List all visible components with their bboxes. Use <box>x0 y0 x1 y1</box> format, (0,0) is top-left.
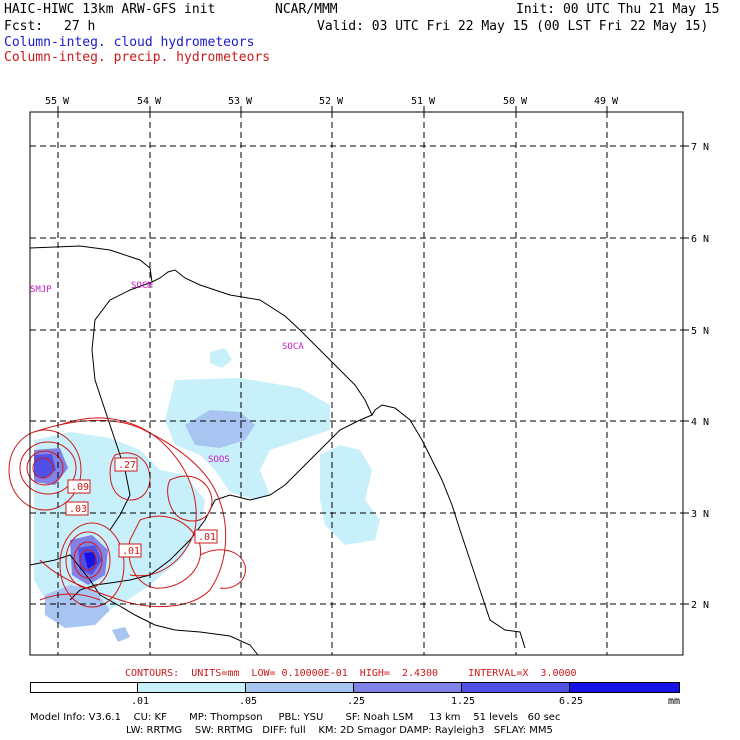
contour-label: .01 <box>198 532 216 543</box>
valid-time: Valid: 03 UTC Fri 22 May 15 (00 LST Fri … <box>317 19 709 34</box>
contour <box>26 450 64 486</box>
lat-label: 5 N <box>691 326 709 337</box>
cloud-region-sw <box>45 585 110 628</box>
border-guyane-brazil <box>69 414 373 601</box>
contour <box>109 452 151 501</box>
model-info-line2: LW: RRTMG SW: RRTMG DIFF: full KM: 2D Sm… <box>126 725 553 736</box>
lat-label: 6 N <box>691 234 709 245</box>
contour-info: CONTOURS: UNITS=mm LOW= 0.10000E-01 HIGH… <box>125 668 577 679</box>
model-info-line1: Model Info: V3.6.1 CU: KF MP: Thompson P… <box>30 712 561 723</box>
lon-label: 53 W <box>228 96 253 107</box>
coastlines <box>29 245 526 656</box>
lon-label: 50 W <box>503 96 528 107</box>
fcst-label: Fcst: <box>4 19 44 34</box>
lat-labels: 7 N 6 N 5 N 4 N 3 N 2 N <box>691 142 709 611</box>
cloud-region-east <box>320 445 380 545</box>
graticule <box>30 112 683 655</box>
contour-label-text: .27 .09 .03 .01 .01 <box>69 460 216 557</box>
station-soos: SOOS <box>208 455 230 465</box>
contour <box>79 549 97 571</box>
contour <box>59 417 197 577</box>
coastline-guyane <box>29 245 526 649</box>
contour-label: .09 <box>71 482 89 493</box>
cloud-region-small <box>210 348 232 368</box>
cloud-region-sw2 <box>112 627 130 642</box>
lon-label: 49 W <box>594 96 619 107</box>
lon-label: 51 W <box>411 96 436 107</box>
contour <box>167 475 213 522</box>
contour-label: .03 <box>69 504 87 515</box>
field-precip-label: Column-integ. precip. hydrometeors <box>4 50 271 65</box>
lat-label: 7 N <box>691 142 709 153</box>
colorbar-cell-4 <box>462 682 570 693</box>
colorbar-label: .01 <box>131 696 150 707</box>
lat-label: 2 N <box>691 600 709 611</box>
map-frame <box>29 111 684 656</box>
contour-label-boxes <box>65 457 218 558</box>
cloud-core-nw-2 <box>34 454 56 478</box>
init-time: Init: 00 UTC Thu 21 May 15 <box>516 2 720 17</box>
cloud-core-s-3 <box>84 552 97 569</box>
lon-label: 54 W <box>137 96 162 107</box>
station-soca: SOCA <box>282 342 304 352</box>
lon-labels: 55 W 54 W 53 W 52 W 51 W 50 W 49 W <box>45 96 619 107</box>
contour <box>39 593 101 601</box>
contour <box>19 441 77 495</box>
cloud-region-light <box>165 378 330 500</box>
tick-marks <box>57 106 689 605</box>
field-cloud-label: Column-integ. cloud hydrometeors <box>4 35 255 50</box>
colorbar-units: mm <box>668 696 681 707</box>
contour <box>73 541 103 579</box>
contour <box>32 457 54 479</box>
cloud-shading <box>34 348 380 642</box>
lon-label: 52 W <box>319 96 344 107</box>
colorbar-label: 6.25 <box>559 696 584 707</box>
model-title: HAIC-HIWC 13km ARW-GFS init <box>4 2 216 17</box>
contour <box>59 522 125 608</box>
contour-label: .27 <box>118 460 136 471</box>
contour <box>8 429 82 511</box>
station-labels: SMJP SOCM SOCA SOOS <box>30 281 304 465</box>
contour <box>65 531 111 589</box>
border-suriname-guyane <box>91 281 153 531</box>
contour <box>33 419 227 608</box>
colorbar-label: .25 <box>347 696 366 707</box>
org-label: NCAR/MMM <box>275 2 338 17</box>
border-suriname-brazil <box>29 554 259 656</box>
station-socm: SOCM <box>131 281 153 291</box>
fcst-value: 27 h <box>64 19 96 34</box>
colorbar-cell-5 <box>570 682 680 693</box>
colorbar-cell-3 <box>354 682 462 693</box>
cloud-region-mid <box>185 410 255 448</box>
colorbar-cell-2 <box>246 682 354 693</box>
precip-contours <box>8 417 246 608</box>
lat-label: 3 N <box>691 509 709 520</box>
lat-label: 4 N <box>691 417 709 428</box>
contour <box>199 549 246 589</box>
station-smjp: SMJP <box>30 285 52 295</box>
colorbar-cell-1 <box>138 682 246 693</box>
contour <box>128 515 202 589</box>
contour-label: .01 <box>122 546 140 557</box>
colorbar-cell-0 <box>30 682 138 693</box>
colorbar-label: 1.25 <box>451 696 476 707</box>
lon-label: 55 W <box>45 96 70 107</box>
colorbar-label: .05 <box>239 696 258 707</box>
